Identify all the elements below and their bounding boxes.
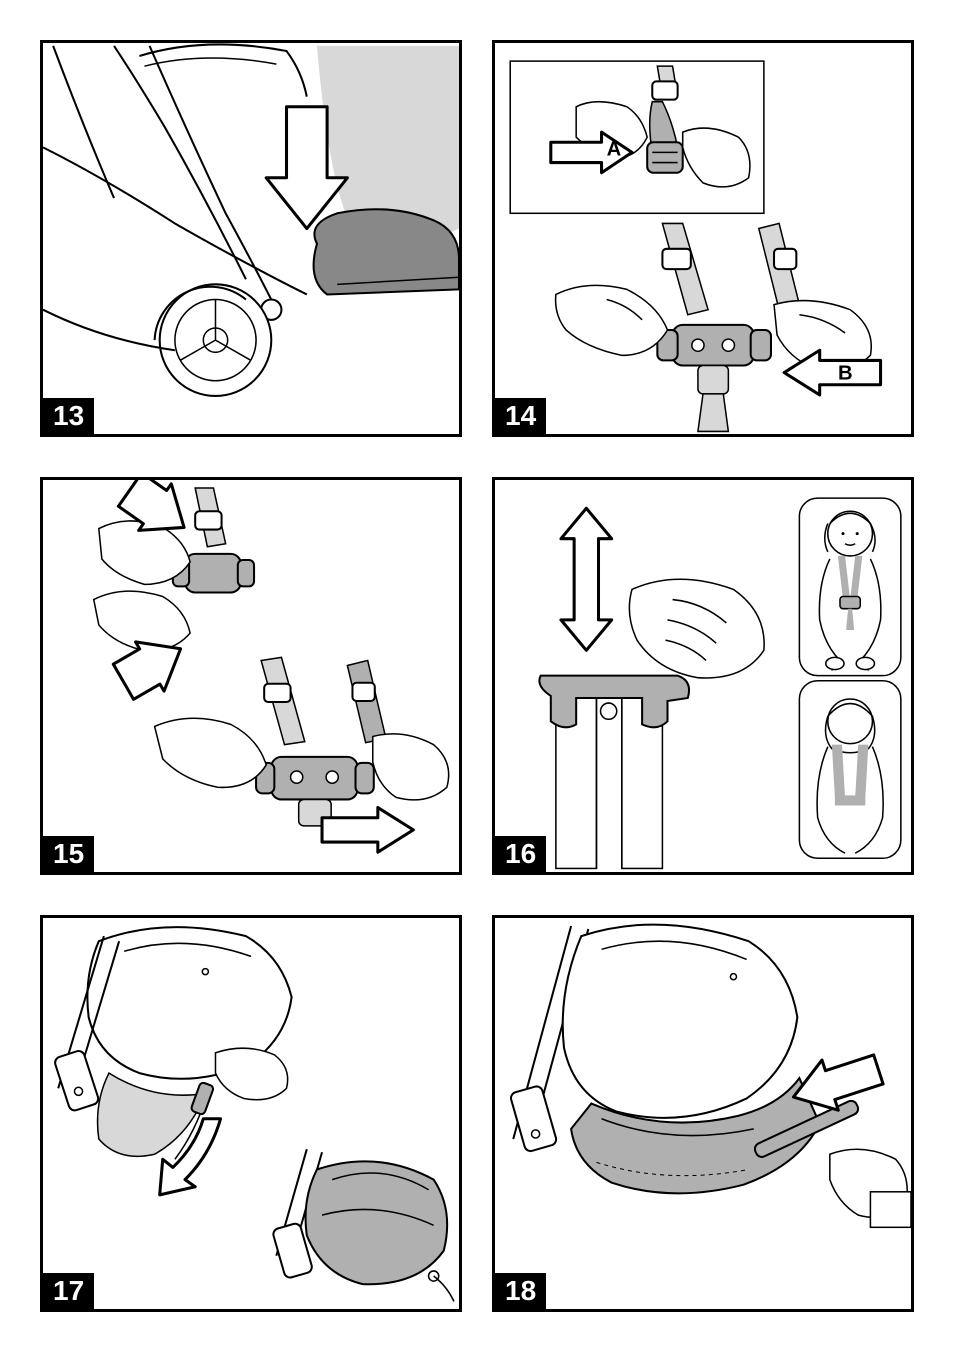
sublabel-b: B <box>838 363 853 385</box>
sublabel-a: A <box>607 138 622 160</box>
illustration-15 <box>43 480 459 871</box>
illustration-18 <box>495 918 911 1309</box>
panel-15: 15 <box>40 477 462 874</box>
step-number: 16 <box>495 836 546 872</box>
step-number: 13 <box>43 398 94 434</box>
illustration-16 <box>495 480 911 871</box>
illustration-17 <box>43 918 459 1309</box>
panel-18: 18 <box>492 915 914 1312</box>
instruction-grid: 13 A <box>40 40 914 1312</box>
panel-14: A B 14 <box>492 40 914 437</box>
illustration-14: A B <box>495 43 911 434</box>
panel-17: 17 <box>40 915 462 1312</box>
step-number: 17 <box>43 1273 94 1309</box>
step-number: 14 <box>495 398 546 434</box>
panel-13: 13 <box>40 40 462 437</box>
panel-16: 16 <box>492 477 914 874</box>
step-number: 18 <box>495 1273 546 1309</box>
step-number: 15 <box>43 836 94 872</box>
illustration-13 <box>43 43 459 434</box>
